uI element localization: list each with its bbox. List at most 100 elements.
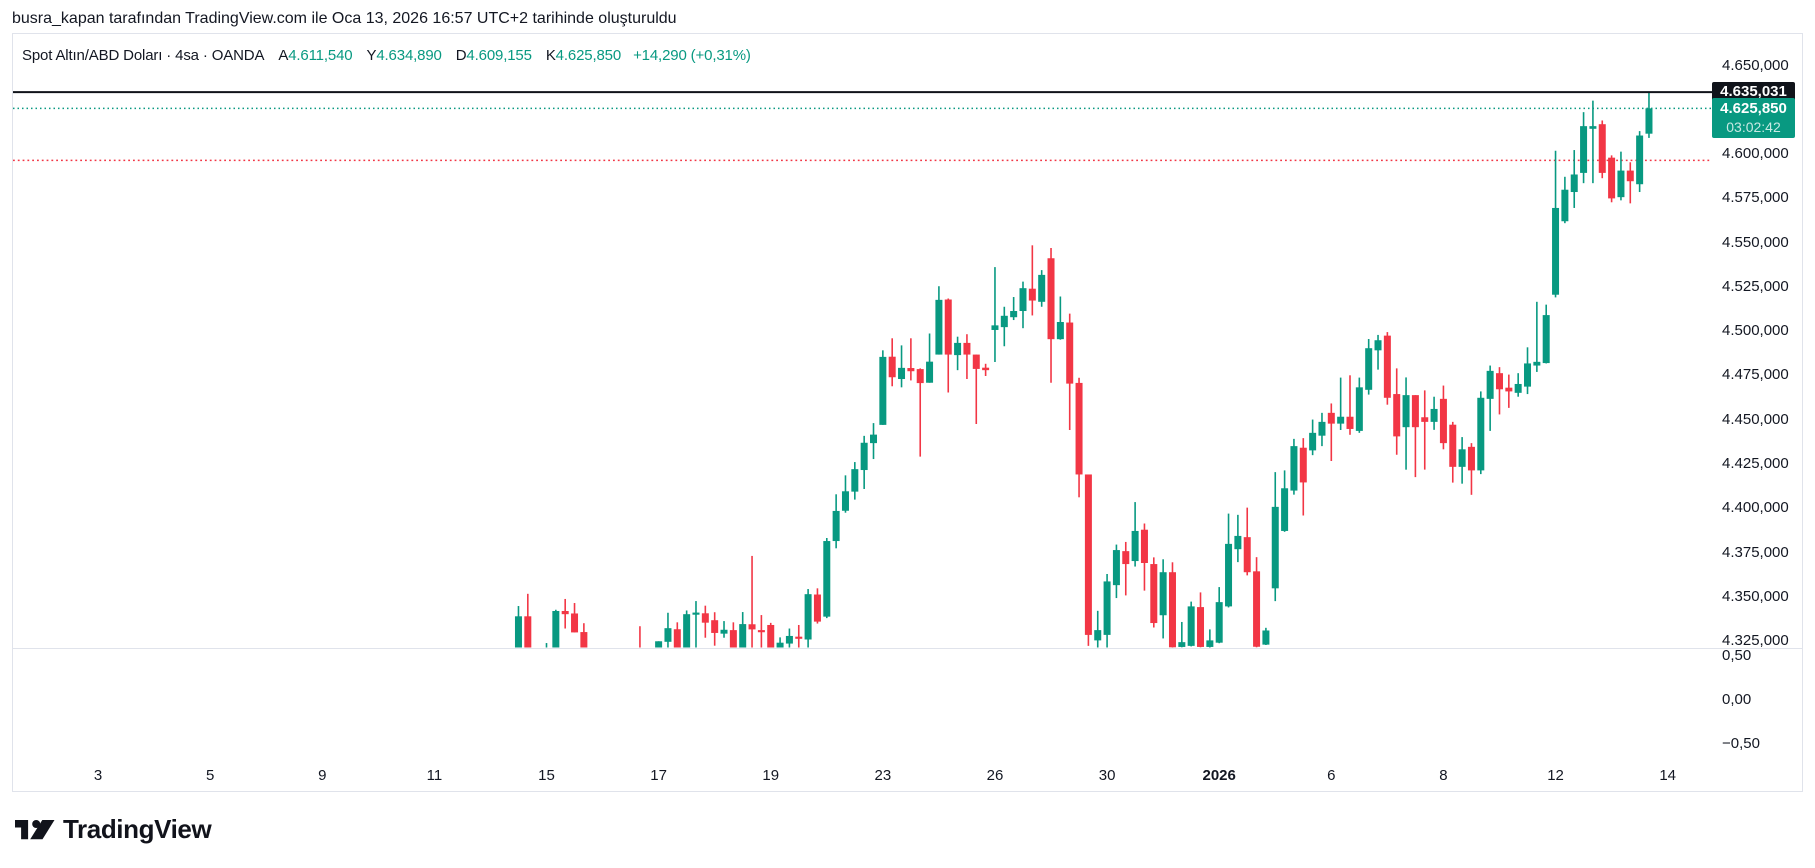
candle-body [1421, 417, 1429, 422]
candle-body [1290, 446, 1298, 491]
candle [767, 622, 775, 648]
candle [1318, 412, 1326, 447]
candle-body [1645, 108, 1653, 134]
candle-body [1346, 416, 1354, 429]
candle [1486, 365, 1494, 431]
candle [514, 606, 522, 648]
candle-body [767, 624, 775, 648]
candle-body [1140, 529, 1148, 564]
candle [1505, 374, 1513, 408]
ohlc-low: D4.609,155 [456, 47, 532, 64]
candle-body [1495, 373, 1503, 390]
candle-body [1402, 395, 1410, 428]
candle [851, 462, 859, 500]
candle-body [982, 367, 990, 371]
candle-body [1271, 506, 1279, 589]
price-tick-label: 4.475,000 [1722, 366, 1789, 384]
candle [692, 601, 700, 648]
candle-body [683, 614, 691, 648]
candle [1112, 544, 1120, 599]
time-tick-label: 11 [426, 767, 443, 784]
candle-body [636, 655, 643, 659]
candle-body [851, 469, 859, 492]
candle [1000, 306, 1008, 347]
chart-legend: Spot Altın/ABD Doları · 4sa · OANDA A4.61… [22, 47, 751, 64]
time-tick-label: 6 [1327, 767, 1336, 784]
candle-body [1598, 124, 1606, 173]
candle [860, 435, 868, 489]
candle-body [1430, 408, 1438, 422]
candle-body [1524, 363, 1532, 387]
candle-body [1327, 412, 1335, 424]
candle-body [1542, 315, 1550, 364]
time-tick-label: 19 [762, 767, 780, 784]
candle-body [1477, 397, 1485, 471]
ohlc-label: D [455, 47, 467, 64]
candle-body [664, 628, 672, 642]
candle-body [1234, 535, 1242, 550]
candle [1178, 621, 1186, 648]
price-tick-label: 4.500,000 [1722, 322, 1789, 340]
time-tick-label: 17 [650, 767, 667, 784]
candle [636, 626, 643, 659]
candle [804, 589, 812, 648]
candle [673, 622, 681, 648]
candle-body [1206, 640, 1214, 647]
symbol-title[interactable]: Spot Altın/ABD Doları · 4sa · OANDA [22, 47, 265, 64]
candle-body [860, 442, 868, 471]
ohlc-high: Y4.634,890 [366, 47, 441, 64]
bar-countdown: 03:02:42 [1726, 118, 1781, 135]
candle-body [1608, 157, 1616, 199]
candle [785, 628, 793, 648]
candle-body [1570, 174, 1578, 193]
candle [580, 623, 588, 648]
candle-body [1318, 421, 1326, 436]
candle [1056, 296, 1064, 340]
candle-body [1309, 432, 1317, 451]
candle-body [991, 325, 999, 330]
ohlc-open: A4.611,540 [278, 47, 352, 64]
candle-body [1514, 383, 1522, 393]
ohlc-value: 4.611,540 [288, 47, 353, 64]
price-tick-label: 4.550,000 [1722, 233, 1789, 251]
candle-body [720, 629, 728, 634]
candle [823, 538, 831, 619]
candle [748, 555, 756, 648]
candle-body [1458, 449, 1466, 467]
candle-body [795, 636, 803, 639]
candle [1243, 507, 1251, 576]
candle [711, 612, 719, 646]
candle [1094, 610, 1102, 648]
candle-body [1393, 394, 1401, 437]
candle-body [1467, 446, 1475, 471]
candle-body [870, 434, 878, 444]
candle [655, 641, 663, 648]
candle [1206, 629, 1214, 648]
candle-body [1187, 606, 1195, 646]
time-tick-label: 5 [205, 767, 215, 784]
candle [1075, 377, 1083, 498]
pane-separator[interactable] [12, 648, 1803, 649]
candle [1225, 513, 1233, 608]
candle [1645, 92, 1653, 138]
price-tick-label: 4.650,000 [1722, 56, 1789, 74]
candle [1542, 304, 1550, 364]
candle-body [1075, 382, 1083, 475]
candle [982, 363, 990, 377]
price-tick-label: 4.350,000 [1722, 587, 1789, 605]
candle-body [514, 616, 522, 648]
candle [907, 338, 915, 381]
indicator-tick-label: 0,00 [1722, 691, 1752, 708]
candle-body [804, 594, 812, 640]
candle [1290, 438, 1298, 495]
candle [916, 368, 924, 457]
tradingview-logo[interactable]: TradingView [15, 814, 212, 844]
candle-body [898, 367, 906, 380]
candle [739, 612, 747, 648]
candle-body [907, 368, 915, 372]
candle-body [926, 361, 934, 383]
candle [1131, 502, 1139, 567]
candle [1355, 377, 1363, 433]
price-tick-label: 4.400,000 [1722, 499, 1789, 517]
